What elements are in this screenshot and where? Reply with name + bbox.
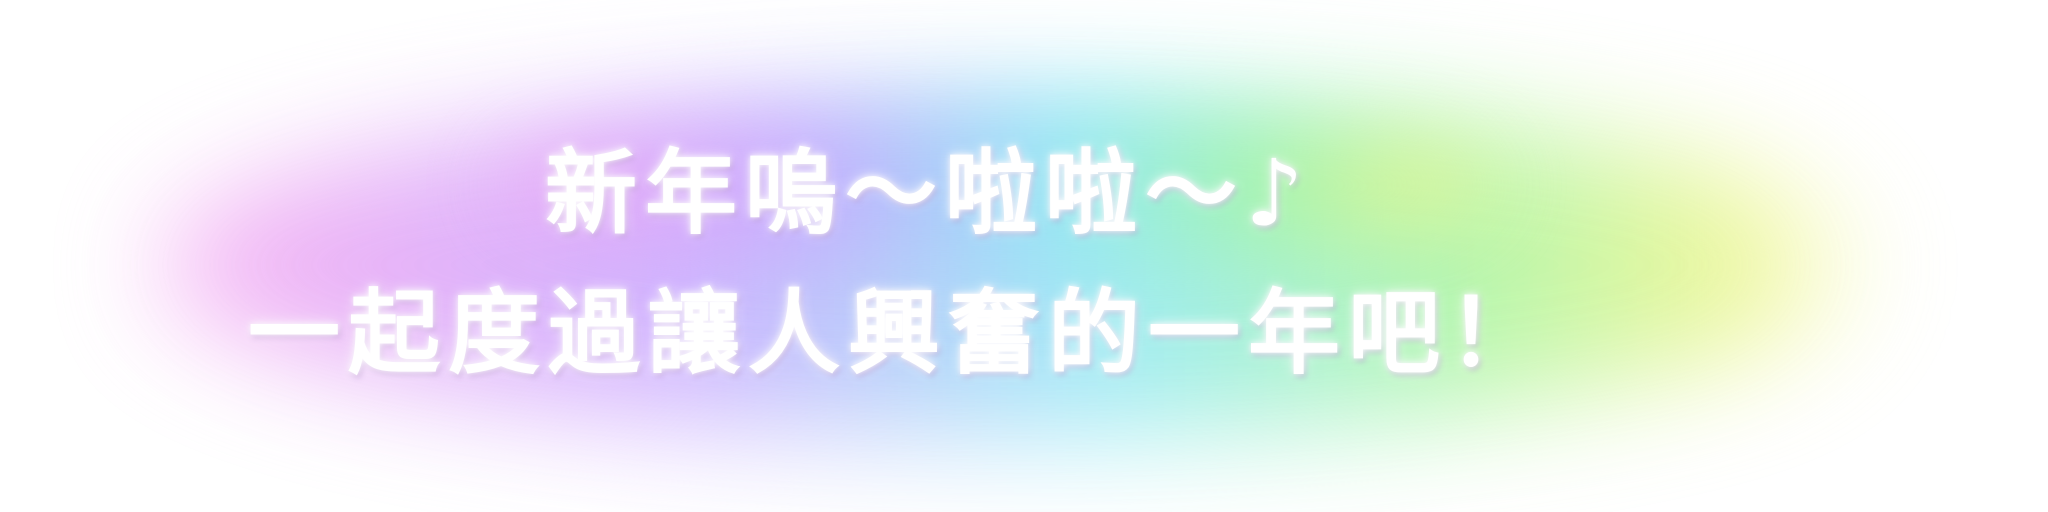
rainbow-glow-top <box>500 110 1520 260</box>
banner-line-1: 新年嗚～啦啦～♪ <box>545 140 1312 247</box>
banner-line-2: 一起度過讓人興奮的一年吧！ <box>248 280 1549 387</box>
